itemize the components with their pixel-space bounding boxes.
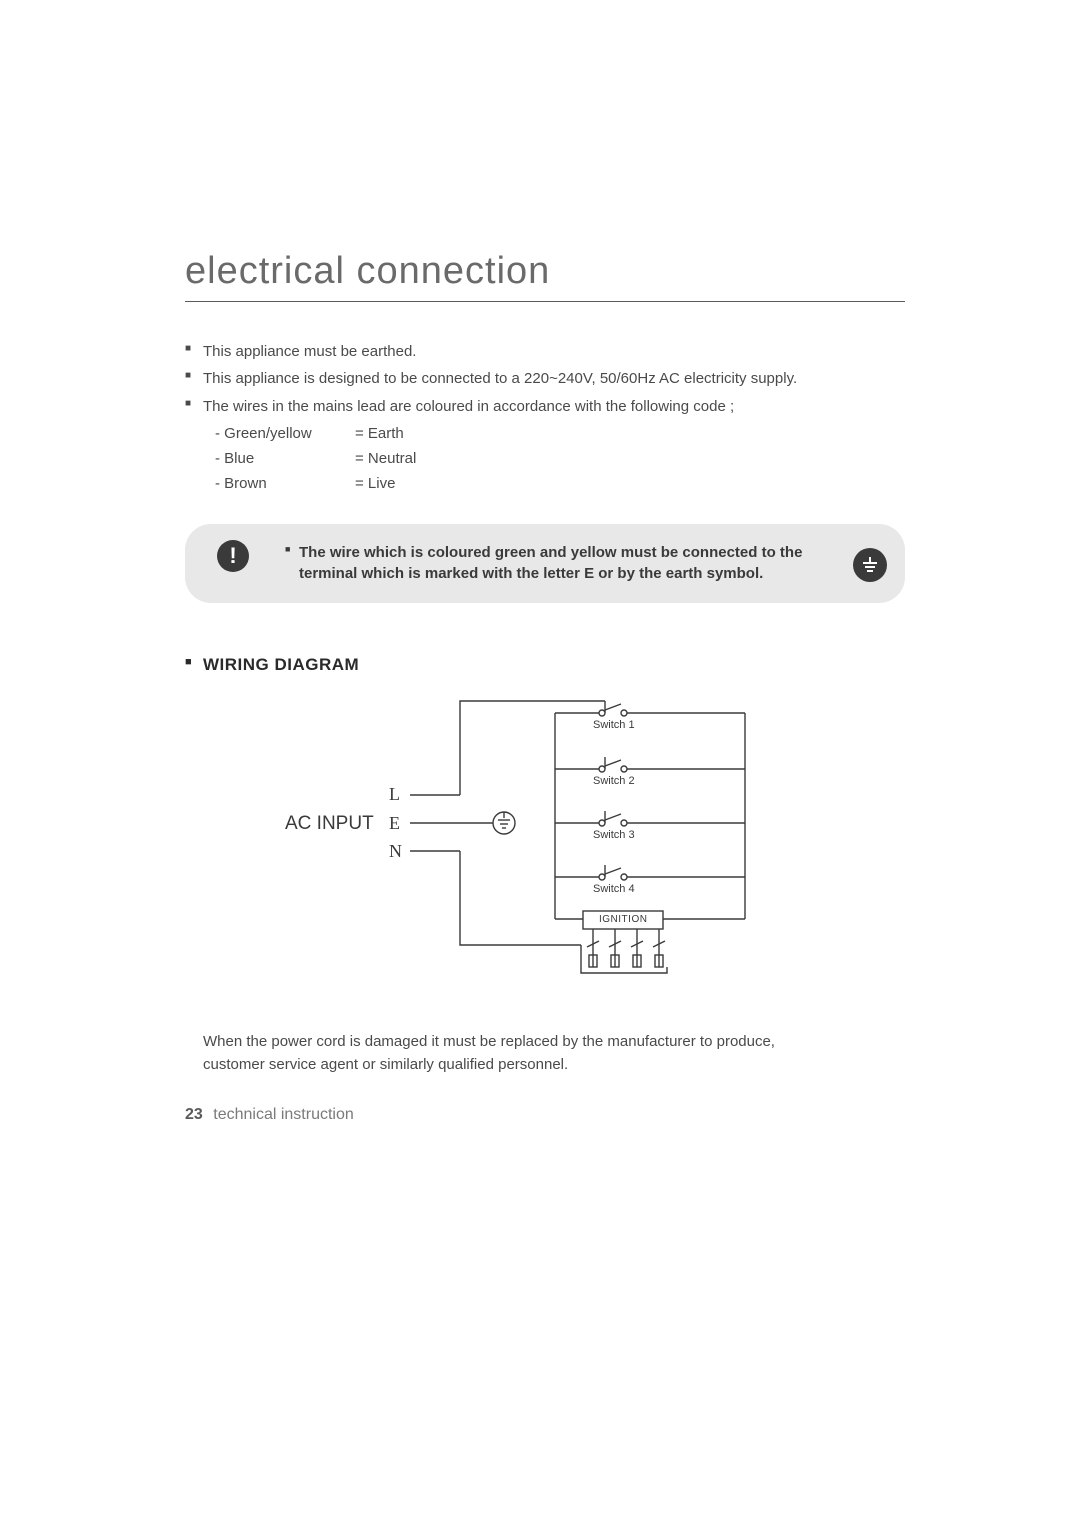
section-heading: WIRING DIAGRAM [185, 655, 905, 675]
power-cord-note: When the power cord is damaged it must b… [185, 1031, 905, 1076]
page-title: electrical connection [185, 250, 905, 302]
exclamation-icon: ! [217, 540, 249, 572]
wire-value: = Neutral [355, 447, 416, 470]
wire-code-row: - Green/yellow = Earth [215, 422, 905, 445]
terminal-l: L [389, 784, 400, 805]
wire-label: - Blue [215, 447, 355, 470]
ignition-label: IGNITION [599, 914, 647, 925]
note-line: When the power cord is damaged it must b… [203, 1033, 775, 1050]
warning-callout: ! The wire which is coloured green and y… [185, 524, 905, 604]
terminal-e: E [389, 813, 400, 834]
wire-code-list: - Green/yellow = Earth - Blue = Neutral … [185, 422, 905, 496]
page-footer: 23 technical instruction [185, 1106, 354, 1124]
wiring-diagram: AC INPUT L E N Switch 1 Switch 2 Switch … [185, 689, 905, 989]
bullet-item: This appliance is designed to be connect… [185, 367, 905, 390]
wire-value: = Live [355, 472, 395, 495]
wire-label: - Brown [215, 472, 355, 495]
footer-section: technical instruction [213, 1106, 354, 1123]
bullet-item: This appliance must be earthed. [185, 340, 905, 363]
wire-code-row: - Brown = Live [215, 472, 905, 495]
page-number: 23 [185, 1106, 203, 1123]
note-line: customer service agent or similarly qual… [203, 1056, 568, 1073]
switch-label: Switch 4 [593, 883, 635, 895]
wire-value: = Earth [355, 422, 404, 445]
warning-text: The wire which is coloured green and yel… [285, 542, 835, 586]
bullet-item: The wires in the mains lead are coloured… [185, 395, 905, 418]
ac-input-label: AC INPUT [285, 813, 374, 835]
terminal-n: N [389, 841, 402, 862]
bullet-list: This appliance must be earthed. This app… [185, 340, 905, 418]
switch-label: Switch 2 [593, 775, 635, 787]
switch-label: Switch 1 [593, 719, 635, 731]
wire-label: - Green/yellow [215, 422, 355, 445]
switch-label: Switch 3 [593, 829, 635, 841]
earth-symbol-icon [853, 548, 887, 582]
wire-code-row: - Blue = Neutral [215, 447, 905, 470]
